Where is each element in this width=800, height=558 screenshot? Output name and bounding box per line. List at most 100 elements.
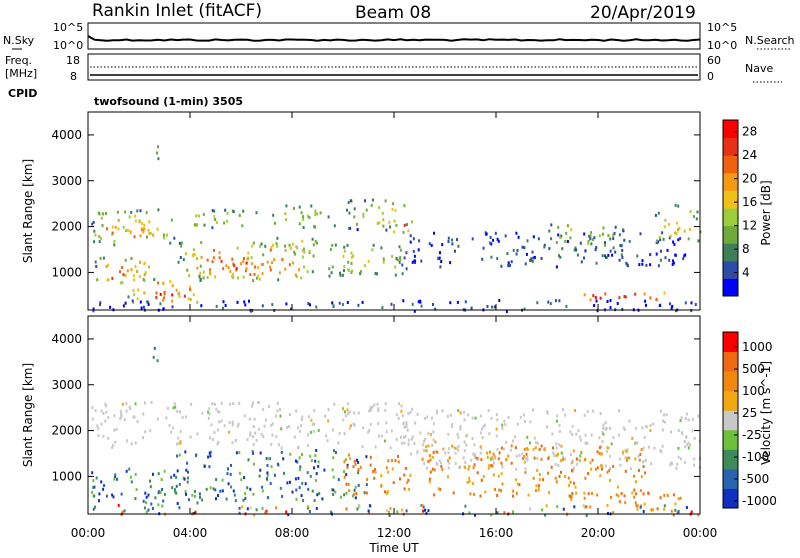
- velocity-cell: [130, 480, 133, 484]
- velocity-cell: [447, 475, 449, 479]
- velocity-cell: [545, 504, 548, 508]
- power-cell: [645, 303, 647, 307]
- velocity-cell: [558, 474, 561, 478]
- power-cell: [121, 266, 124, 269]
- velocity-cell: [405, 421, 408, 425]
- velocity-cell: [262, 408, 265, 411]
- nave-label: Nave: [745, 62, 773, 75]
- power-cell: [250, 262, 253, 266]
- velocity-cell: [287, 513, 290, 517]
- power-cell: [677, 204, 680, 208]
- velocity-cell: [400, 508, 403, 512]
- colorbar-frame: [722, 331, 739, 509]
- velocity-cell: [619, 463, 622, 467]
- power-cell: [162, 281, 165, 285]
- velocity-cell: [173, 402, 176, 406]
- velocity-cell: [315, 507, 318, 510]
- velocity-cell: [441, 409, 444, 413]
- power-cell: [634, 292, 637, 296]
- velocity-cell: [683, 461, 686, 465]
- velocity-cell: [407, 442, 410, 446]
- velocity-cell: [296, 460, 299, 464]
- velocity-cell: [123, 509, 126, 513]
- velocity-cell: [423, 448, 425, 452]
- velocity-cell: [184, 450, 187, 454]
- noise-right-tick-top: 10^5: [707, 21, 737, 34]
- velocity-cell: [178, 506, 181, 510]
- velocity-cell: [374, 445, 377, 449]
- velocity-cell: [590, 467, 593, 471]
- velocity-cell: [384, 490, 386, 494]
- velocity-cell: [471, 437, 474, 440]
- colorbar-tick-label: 8: [742, 242, 750, 256]
- velocity-cell: [523, 460, 526, 464]
- velocity-cell: [238, 471, 241, 475]
- velocity-y-axis-title: Slant Range [km]: [21, 363, 35, 467]
- velocity-cell: [363, 491, 366, 495]
- velocity-cell: [411, 435, 414, 439]
- power-cell: [512, 248, 515, 252]
- velocity-cell: [397, 417, 400, 420]
- power-cell: [612, 233, 615, 237]
- power-cell: [302, 247, 305, 251]
- power-cell: [211, 226, 214, 230]
- power-cell: [101, 224, 104, 227]
- velocity-cell: [618, 457, 621, 461]
- velocity-cell: [159, 490, 162, 494]
- velocity-cell: [516, 482, 519, 486]
- colorbar-tick-label: 20: [742, 172, 757, 186]
- velocity-cell: [157, 472, 160, 476]
- velocity-cell: [342, 407, 344, 411]
- power-cell: [440, 260, 443, 263]
- velocity-cell: [659, 496, 662, 500]
- power-cell: [618, 296, 621, 300]
- power-cell: [242, 260, 245, 263]
- power-cell: [298, 222, 301, 226]
- velocity-cell: [345, 507, 348, 511]
- velocity-cell: [403, 436, 406, 439]
- power-cell: [143, 227, 146, 231]
- velocity-cell: [479, 431, 482, 435]
- velocity-cell: [220, 401, 223, 405]
- power-cell: [95, 265, 98, 268]
- velocity-cell: [238, 401, 241, 405]
- velocity-cell: [575, 491, 578, 495]
- power-cell: [302, 215, 305, 219]
- power-cell: [292, 207, 295, 210]
- velocity-cell: [353, 488, 356, 492]
- velocity-cell: [143, 506, 146, 510]
- velocity-cell: [564, 413, 567, 417]
- velocity-cell: [215, 497, 217, 501]
- power-cell: [177, 292, 180, 296]
- power-cell: [235, 267, 238, 271]
- velocity-cell: [145, 495, 148, 499]
- velocity-cell: [472, 466, 475, 470]
- velocity-cell: [332, 456, 335, 460]
- power-cell: [189, 285, 191, 289]
- velocity-cell: [509, 448, 512, 452]
- velocity-cell: [397, 460, 400, 464]
- power-cell: [441, 243, 444, 247]
- power-cell: [348, 211, 351, 215]
- velocity-cell: [368, 504, 371, 508]
- power-cell: [356, 228, 359, 232]
- power-cell: [662, 237, 665, 241]
- velocity-cell: [266, 464, 269, 468]
- power-cell: [266, 260, 269, 264]
- velocity-cell: [391, 467, 394, 471]
- velocity-cell: [511, 439, 514, 443]
- power-cell: [196, 266, 199, 270]
- velocity-cell: [132, 415, 135, 419]
- velocity-cell: [677, 429, 680, 433]
- power-cell: [347, 201, 350, 204]
- velocity-cell: [342, 418, 345, 422]
- power-cell: [607, 234, 610, 237]
- power-cell: [97, 211, 100, 215]
- velocity-cell: [145, 501, 147, 505]
- power-cell: [121, 281, 124, 285]
- power-cell: [128, 215, 131, 219]
- power-cell: [531, 250, 534, 254]
- velocity-cell: [233, 493, 236, 497]
- power-cell: [405, 251, 408, 255]
